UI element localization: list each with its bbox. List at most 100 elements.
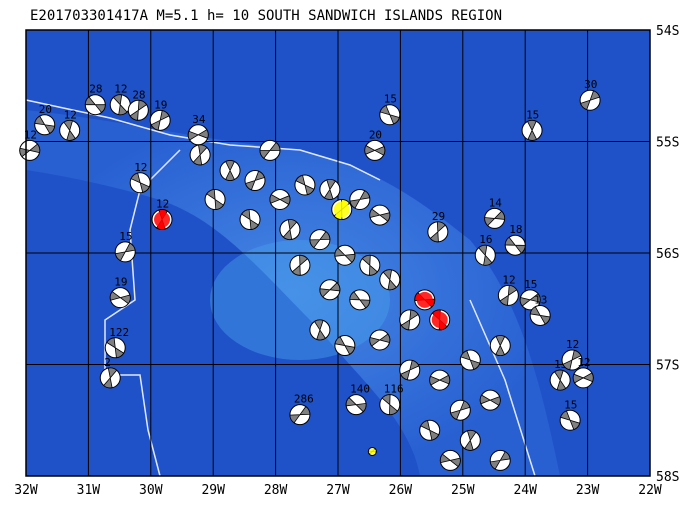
focal-mechanism	[459, 349, 481, 371]
focal-mechanism	[84, 94, 106, 116]
x-tick-label: 27W	[326, 483, 350, 498]
ball-quadrant	[114, 242, 136, 262]
focal-mechanism	[414, 289, 436, 311]
ball-quadrant	[580, 90, 601, 111]
depth-label: 12	[134, 161, 147, 174]
ball-quadrant	[269, 193, 291, 205]
depth-label: 29	[432, 210, 445, 223]
ball-quadrant	[323, 179, 336, 200]
x-tick-label: 28W	[264, 483, 288, 498]
x-tick-label: 24W	[513, 483, 537, 498]
focal-mechanism	[497, 284, 519, 306]
focal-mechanism	[379, 394, 401, 416]
ball-quadrant	[129, 99, 148, 121]
focal-mechanism	[219, 159, 241, 181]
x-tick-label: 25W	[451, 483, 475, 498]
focal-mechanism	[114, 241, 136, 263]
focal-mechanism	[99, 367, 121, 389]
ball-quadrant	[560, 410, 581, 431]
depth-label: 19	[114, 276, 127, 289]
depth-label: 34	[192, 113, 206, 126]
ball-quadrant	[489, 451, 511, 470]
focal-mechanism	[244, 170, 266, 192]
ball-fill	[416, 291, 433, 308]
focal-mechanism	[521, 119, 543, 141]
focal-mechanism	[189, 144, 211, 166]
focal-mechanism	[334, 335, 356, 357]
ball-quadrant	[361, 254, 378, 276]
focal-mechanism	[127, 99, 149, 121]
depth-label: 18	[509, 223, 522, 236]
x-tick-label: 23W	[576, 483, 600, 498]
focal-mechanism	[109, 94, 131, 116]
ball-quadrant	[429, 374, 451, 386]
focal-mechanism	[109, 287, 131, 309]
focal-mechanism	[369, 204, 391, 226]
depth-label: 12	[502, 273, 515, 286]
x-tick-label: 26W	[389, 483, 413, 498]
depth-label: 2	[104, 356, 111, 369]
ball-quadrant	[479, 394, 501, 406]
ball-quadrant	[313, 319, 326, 341]
y-tick-label: 57S	[656, 359, 679, 374]
focal-mechanism	[279, 219, 301, 241]
ball-quadrant	[282, 219, 298, 240]
ball-quadrant	[349, 291, 371, 309]
depth-label: 28	[132, 88, 145, 101]
focal-mechanism	[259, 139, 281, 161]
focal-mechanism	[399, 359, 421, 381]
ball-fill	[154, 211, 171, 228]
ball-quadrant	[420, 420, 440, 441]
depth-label: 19	[154, 98, 167, 111]
ball-quadrant	[400, 309, 419, 331]
focal-mechanism	[449, 399, 471, 421]
focal-mechanism	[269, 188, 291, 210]
depth-label: 286	[294, 393, 314, 406]
ball-quadrant	[112, 94, 128, 116]
ball-quadrant	[103, 367, 118, 389]
focal-mechanism	[427, 221, 449, 243]
title: E201703301417A M=5.1 h= 10 SOUTH SANDWIC…	[30, 8, 502, 24]
x-tick-label: 22W	[638, 483, 662, 498]
shallow	[210, 240, 390, 360]
ball-quadrant	[379, 104, 400, 125]
depth-label: 15	[526, 108, 539, 121]
focal-mechanism	[104, 337, 126, 359]
focal-mechanism	[331, 199, 353, 221]
depth-label: 12	[156, 198, 169, 211]
focal-mechanism	[489, 449, 511, 471]
depth-label: 12	[577, 356, 590, 369]
frame	[25, 29, 651, 477]
focal-mechanism	[289, 254, 311, 276]
y-tick-label: 56S	[656, 247, 679, 262]
focal-mechanism	[319, 178, 341, 200]
x-tick-label: 30W	[139, 483, 163, 498]
ball-quadrant	[291, 254, 309, 276]
depth-label: 12	[64, 108, 77, 121]
ball-quadrant	[349, 190, 371, 209]
ball-fill	[369, 448, 376, 455]
focal-mechanism	[504, 234, 526, 256]
ball-quadrant	[478, 244, 493, 266]
focal-mechanism	[519, 289, 541, 311]
focal-mechanism	[19, 139, 41, 161]
depth-label: 13	[534, 293, 547, 306]
focal-mechanism	[369, 329, 391, 351]
focal-mechanism	[429, 369, 451, 391]
ball-quadrant	[484, 210, 506, 227]
ball-quadrant	[319, 282, 341, 298]
depth-label: 20	[39, 103, 52, 116]
depth-label: 15	[524, 278, 537, 291]
depth-label: 116	[384, 383, 404, 396]
ball-quadrant	[245, 170, 266, 191]
depth-label: 122	[109, 326, 129, 339]
focal-mechanism	[129, 172, 151, 194]
ball-quadrant	[187, 129, 209, 141]
focal-mechanism	[419, 419, 441, 441]
depth-label: 16	[479, 233, 492, 246]
focal-mechanism	[294, 174, 316, 196]
focal-mechanism	[349, 289, 371, 311]
focal-mechanism	[489, 335, 511, 357]
ball-quadrant	[499, 284, 518, 306]
ball-quadrant	[63, 120, 76, 141]
